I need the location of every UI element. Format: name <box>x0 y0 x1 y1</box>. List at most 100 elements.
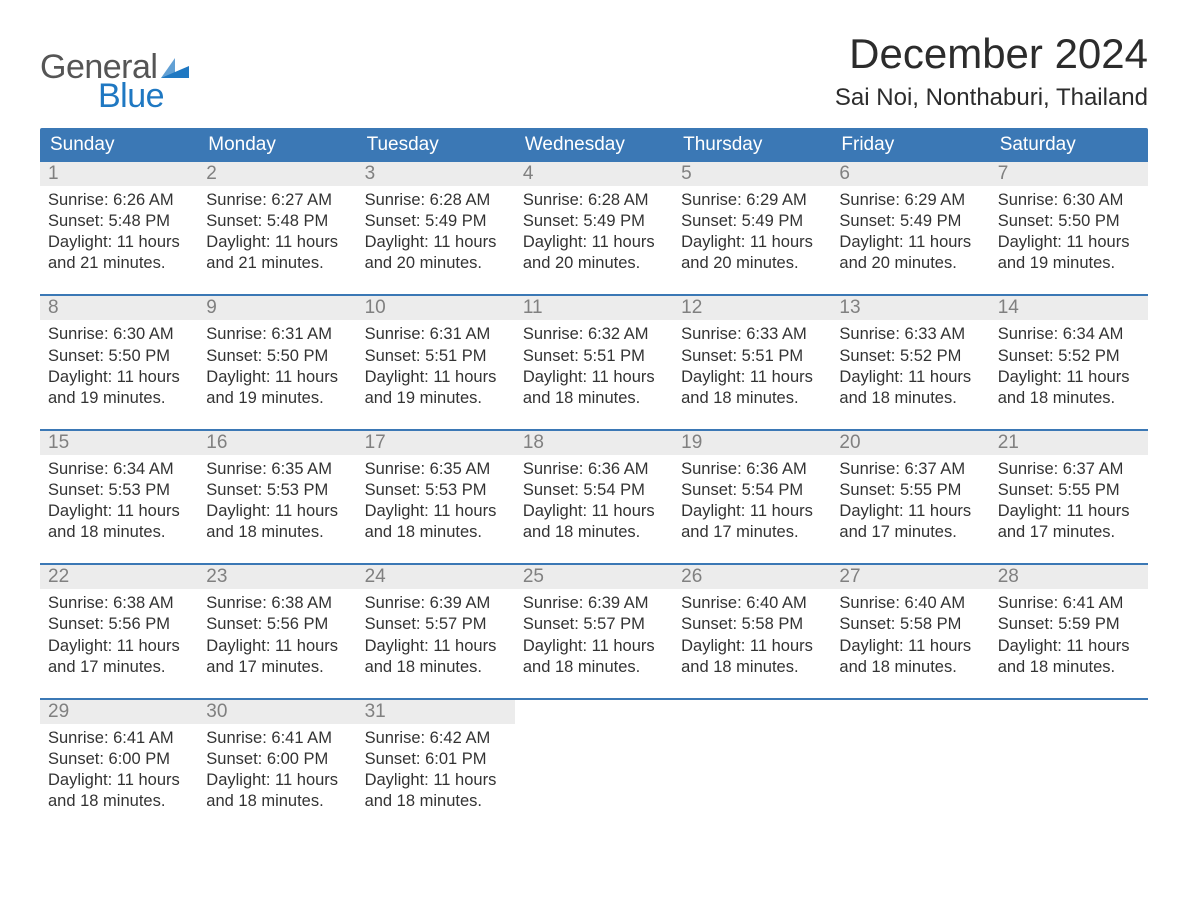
day-cell: 31Sunrise: 6:42 AMSunset: 6:01 PMDayligh… <box>357 700 515 820</box>
date-number: 14 <box>990 296 1148 320</box>
day-cell: 8Sunrise: 6:30 AMSunset: 5:50 PMDaylight… <box>40 296 198 416</box>
day-body: Sunrise: 6:33 AMSunset: 5:51 PMDaylight:… <box>673 320 831 416</box>
day-body: Sunrise: 6:40 AMSunset: 5:58 PMDaylight:… <box>673 589 831 685</box>
sunset-text: Sunset: 5:50 PM <box>206 346 348 367</box>
date-number: 29 <box>40 700 198 724</box>
sunrise-text: Sunrise: 6:28 AM <box>365 190 507 211</box>
sunrise-text: Sunrise: 6:37 AM <box>839 459 981 480</box>
daylight1-text: Daylight: 11 hours <box>998 636 1140 657</box>
daylight2-text: and 18 minutes. <box>48 522 190 543</box>
daylight1-text: Daylight: 11 hours <box>206 367 348 388</box>
daylight1-text: Daylight: 11 hours <box>523 501 665 522</box>
sunset-text: Sunset: 5:52 PM <box>839 346 981 367</box>
daylight2-text: and 18 minutes. <box>523 657 665 678</box>
sunrise-text: Sunrise: 6:35 AM <box>365 459 507 480</box>
day-cell: 7Sunrise: 6:30 AMSunset: 5:50 PMDaylight… <box>990 162 1148 282</box>
sunset-text: Sunset: 5:48 PM <box>206 211 348 232</box>
sunset-text: Sunset: 5:49 PM <box>523 211 665 232</box>
date-number: 13 <box>831 296 989 320</box>
daylight2-text: and 18 minutes. <box>365 791 507 812</box>
date-number: 18 <box>515 431 673 455</box>
date-number: 26 <box>673 565 831 589</box>
location: Sai Noi, Nonthaburi, Thailand <box>835 84 1148 112</box>
day-body: Sunrise: 6:37 AMSunset: 5:55 PMDaylight:… <box>831 455 989 551</box>
sunset-text: Sunset: 5:53 PM <box>365 480 507 501</box>
day-cell: 17 Sunrise: 6:35 AMSunset: 5:53 PMDayligh… <box>357 431 515 551</box>
sunrise-text: Sunrise: 6:36 AM <box>523 459 665 480</box>
sunrise-text: Sunrise: 6:32 AM <box>523 324 665 345</box>
daylight2-text: and 19 minutes. <box>998 253 1140 274</box>
day-body: Sunrise: 6:42 AMSunset: 6:01 PMDaylight:… <box>357 724 515 820</box>
daylight2-text: and 18 minutes. <box>48 791 190 812</box>
day-body: Sunrise: 6:29 AMSunset: 5:49 PMDaylight:… <box>673 186 831 282</box>
sunrise-text: Sunrise: 6:34 AM <box>998 324 1140 345</box>
calendar: Sunday Monday Tuesday Wednesday Thursday… <box>40 128 1148 820</box>
daylight2-text: and 18 minutes. <box>206 791 348 812</box>
day-cell: 13Sunrise: 6:33 AMSunset: 5:52 PMDayligh… <box>831 296 989 416</box>
day-header-friday: Friday <box>831 128 989 162</box>
sunrise-text: Sunrise: 6:38 AM <box>48 593 190 614</box>
daylight1-text: Daylight: 11 hours <box>48 367 190 388</box>
logo: General Blue <box>40 48 189 116</box>
day-cell <box>990 700 1148 820</box>
sunset-text: Sunset: 6:00 PM <box>48 749 190 770</box>
daylight1-text: Daylight: 11 hours <box>365 636 507 657</box>
day-header-row: Sunday Monday Tuesday Wednesday Thursday… <box>40 128 1148 162</box>
sunrise-text: Sunrise: 6:28 AM <box>523 190 665 211</box>
day-body: Sunrise: 6:36 AMSunset: 5:54 PMDaylight:… <box>673 455 831 551</box>
sunrise-text: Sunrise: 6:35 AM <box>206 459 348 480</box>
day-cell: 4Sunrise: 6:28 AMSunset: 5:49 PMDaylight… <box>515 162 673 282</box>
daylight2-text: and 19 minutes. <box>365 388 507 409</box>
week-row: 15Sunrise: 6:34 AMSunset: 5:53 PMDayligh… <box>40 429 1148 551</box>
daylight2-text: and 17 minutes. <box>48 657 190 678</box>
daylight1-text: Daylight: 11 hours <box>206 501 348 522</box>
sunrise-text: Sunrise: 6:29 AM <box>681 190 823 211</box>
daylight1-text: Daylight: 11 hours <box>48 232 190 253</box>
day-body: Sunrise: 6:33 AMSunset: 5:52 PMDaylight:… <box>831 320 989 416</box>
sunrise-text: Sunrise: 6:26 AM <box>48 190 190 211</box>
day-body: Sunrise: 6:31 AMSunset: 5:51 PMDaylight:… <box>357 320 515 416</box>
sunrise-text: Sunrise: 6:33 AM <box>839 324 981 345</box>
daylight1-text: Daylight: 11 hours <box>365 501 507 522</box>
day-body: Sunrise: 6:39 AMSunset: 5:57 PMDaylight:… <box>515 589 673 685</box>
sunrise-text: Sunrise: 6:41 AM <box>48 728 190 749</box>
sunset-text: Sunset: 5:54 PM <box>681 480 823 501</box>
daylight2-text: and 17 minutes. <box>681 522 823 543</box>
date-number: 17 <box>357 431 515 455</box>
daylight2-text: and 18 minutes. <box>523 388 665 409</box>
daylight1-text: Daylight: 11 hours <box>839 636 981 657</box>
daylight2-text: and 21 minutes. <box>206 253 348 274</box>
sunset-text: Sunset: 5:57 PM <box>365 614 507 635</box>
sunset-text: Sunset: 6:00 PM <box>206 749 348 770</box>
day-body: Sunrise: 6:29 AMSunset: 5:49 PMDaylight:… <box>831 186 989 282</box>
daylight1-text: Daylight: 11 hours <box>681 636 823 657</box>
week-row: 8Sunrise: 6:30 AMSunset: 5:50 PMDaylight… <box>40 294 1148 416</box>
date-number: 23 <box>198 565 356 589</box>
day-cell: 26Sunrise: 6:40 AMSunset: 5:58 PMDayligh… <box>673 565 831 685</box>
daylight1-text: Daylight: 11 hours <box>681 367 823 388</box>
daylight2-text: and 17 minutes. <box>206 657 348 678</box>
daylight2-text: and 20 minutes. <box>523 253 665 274</box>
day-body: Sunrise: 6:38 AMSunset: 5:56 PMDaylight:… <box>198 589 356 685</box>
sunset-text: Sunset: 5:55 PM <box>998 480 1140 501</box>
date-number: 15 <box>40 431 198 455</box>
sunset-text: Sunset: 5:58 PM <box>681 614 823 635</box>
day-cell: 5Sunrise: 6:29 AMSunset: 5:49 PMDaylight… <box>673 162 831 282</box>
month-title: December 2024 <box>835 30 1148 78</box>
day-cell: 20Sunrise: 6:37 AMSunset: 5:55 PMDayligh… <box>831 431 989 551</box>
sunrise-text: Sunrise: 6:33 AM <box>681 324 823 345</box>
day-body: Sunrise: 6:41 AMSunset: 6:00 PMDaylight:… <box>40 724 198 820</box>
sunset-text: Sunset: 5:53 PM <box>48 480 190 501</box>
daylight1-text: Daylight: 11 hours <box>523 636 665 657</box>
sunset-text: Sunset: 5:53 PM <box>206 480 348 501</box>
daylight2-text: and 18 minutes. <box>365 522 507 543</box>
daylight1-text: Daylight: 11 hours <box>523 232 665 253</box>
daylight1-text: Daylight: 11 hours <box>998 367 1140 388</box>
day-cell: 22Sunrise: 6:38 AMSunset: 5:56 PMDayligh… <box>40 565 198 685</box>
sunset-text: Sunset: 5:51 PM <box>681 346 823 367</box>
day-body: Sunrise: 6:30 AMSunset: 5:50 PMDaylight:… <box>40 320 198 416</box>
daylight1-text: Daylight: 11 hours <box>365 367 507 388</box>
day-body: Sunrise: 6:41 AMSunset: 5:59 PMDaylight:… <box>990 589 1148 685</box>
sunset-text: Sunset: 5:55 PM <box>839 480 981 501</box>
day-body: Sunrise: 6:35 AMSunset: 5:53 PMDaylight:… <box>198 455 356 551</box>
